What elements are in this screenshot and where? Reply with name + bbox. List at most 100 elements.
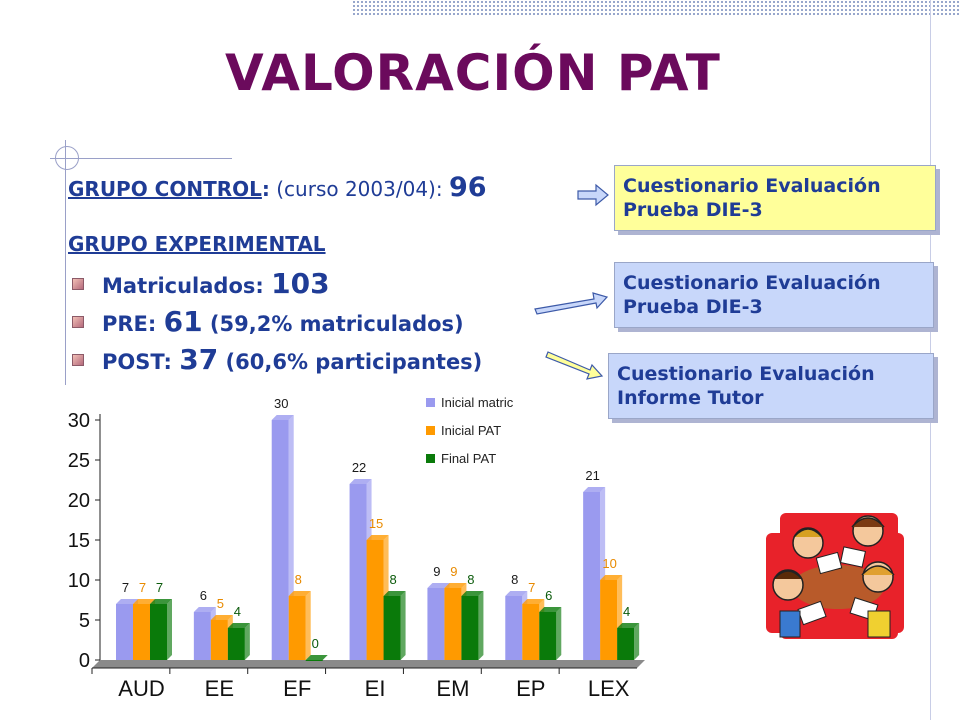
data-label: 7: [156, 580, 163, 595]
y-tick-label: 30: [68, 410, 90, 432]
legend-label: Final PAT: [441, 451, 496, 466]
data-label: 10: [602, 556, 616, 571]
data-label: 8: [511, 572, 518, 587]
bar: [227, 628, 245, 660]
data-label: 7: [122, 580, 129, 595]
decorative-dot-pattern: [352, 0, 960, 16]
list-item: Matriculados: 103: [68, 266, 482, 304]
bar: [583, 492, 601, 660]
slide-title: VALORACIÓN PAT: [225, 44, 721, 102]
bar-side: [634, 623, 640, 660]
children-reading-illustration: [766, 513, 904, 639]
bar: [461, 596, 479, 660]
bar-top: [505, 591, 528, 596]
x-tick-label: EI: [365, 676, 386, 701]
legend-swatch: [426, 398, 435, 407]
control-group-label: GRUPO CONTROL: [68, 177, 262, 201]
legend-swatch: [426, 426, 435, 435]
y-tick-label: 20: [68, 490, 90, 512]
bar: [427, 588, 445, 660]
experimental-group-line: GRUPO EXPERIMENTAL: [68, 232, 326, 256]
bar: [522, 604, 540, 660]
legend-label: Inicial matric: [441, 395, 514, 410]
control-group-colon: :: [261, 177, 270, 201]
data-label: 30: [274, 396, 288, 411]
chart-floor: [92, 660, 645, 668]
item-value: 103: [271, 267, 330, 300]
control-group-count: 96: [448, 172, 487, 203]
bar-top: [461, 591, 484, 596]
bar: [271, 420, 289, 660]
legend-swatch: [426, 454, 435, 463]
data-label: 6: [200, 588, 207, 603]
bar: [444, 588, 462, 660]
decorative-circle: [55, 146, 79, 170]
evaluation-box-post: Cuestionario Evaluación Informe Tutor: [608, 353, 934, 419]
bar-top: [522, 599, 545, 604]
bar-side: [244, 623, 250, 660]
data-label: 8: [467, 572, 474, 587]
x-tick-label: EM: [436, 676, 469, 701]
box-line: Prueba DIE-3: [623, 199, 763, 221]
x-tick-label: EP: [516, 676, 545, 701]
bar-top: [288, 591, 311, 596]
bar: [539, 612, 557, 660]
bar-top: [349, 479, 372, 484]
data-label: 9: [433, 564, 440, 579]
bar-top: [193, 607, 216, 612]
data-label: 5: [217, 596, 224, 611]
bar-top: [150, 599, 172, 604]
y-tick-label: 10: [68, 570, 90, 592]
bar-top: [305, 655, 328, 660]
item-prefix: Matriculados:: [102, 274, 272, 298]
legend-label: Inicial PAT: [441, 423, 501, 438]
bar: [505, 596, 523, 660]
box-line: Cuestionario Evaluación: [623, 175, 881, 197]
y-tick-label: 0: [79, 650, 90, 672]
evaluation-box-pre: Cuestionario Evaluación Prueba DIE-3: [614, 262, 934, 328]
arrow-up-right-icon: [534, 292, 609, 315]
arrow-right-icon: [577, 183, 609, 207]
bar-top: [210, 615, 233, 620]
bar-top: [600, 575, 623, 580]
bar-side: [478, 591, 484, 660]
bar: [133, 604, 150, 660]
bullet-icon: [72, 316, 84, 328]
control-group-detail: (curso 2003/04):: [269, 177, 449, 201]
item-suffix: (60,6% participantes): [218, 350, 483, 374]
experimental-group-list: Matriculados: 103 PRE: 61 (59,2% matricu…: [68, 266, 482, 380]
item-prefix: PRE:: [102, 312, 164, 336]
data-label: 22: [352, 460, 366, 475]
bar: [349, 484, 367, 660]
box-line: Informe Tutor: [617, 387, 764, 409]
item-value: 61: [163, 305, 203, 338]
data-label: 8: [389, 572, 396, 587]
experimental-group-label: GRUPO EXPERIMENTAL: [68, 232, 326, 256]
data-label: 0: [312, 636, 319, 651]
bar: [116, 604, 133, 660]
bar-top: [366, 535, 389, 540]
bullet-icon: [72, 278, 84, 290]
item-suffix: (59,2% matriculados): [202, 312, 464, 336]
item-prefix: POST:: [102, 350, 180, 374]
decorative-horizontal-line: [50, 158, 232, 159]
bar-side: [167, 599, 172, 660]
bar-top: [444, 583, 467, 588]
data-label: 4: [623, 604, 630, 619]
data-label: 8: [295, 572, 302, 587]
decorative-vertical-line: [65, 140, 66, 385]
y-tick-label: 25: [68, 450, 90, 472]
list-item: POST: 37 (60,6% participantes): [68, 342, 482, 380]
data-label: 6: [545, 588, 552, 603]
data-label: 7: [528, 580, 535, 595]
item-value: 37: [179, 343, 219, 376]
x-tick-label: EF: [283, 676, 311, 701]
control-group-line: GRUPO CONTROL: (curso 2003/04): 96: [68, 172, 487, 203]
y-tick-label: 5: [79, 610, 90, 632]
bar: [150, 604, 167, 660]
bar-top: [116, 599, 138, 604]
bar-top: [271, 415, 294, 420]
bar-side: [556, 607, 562, 660]
